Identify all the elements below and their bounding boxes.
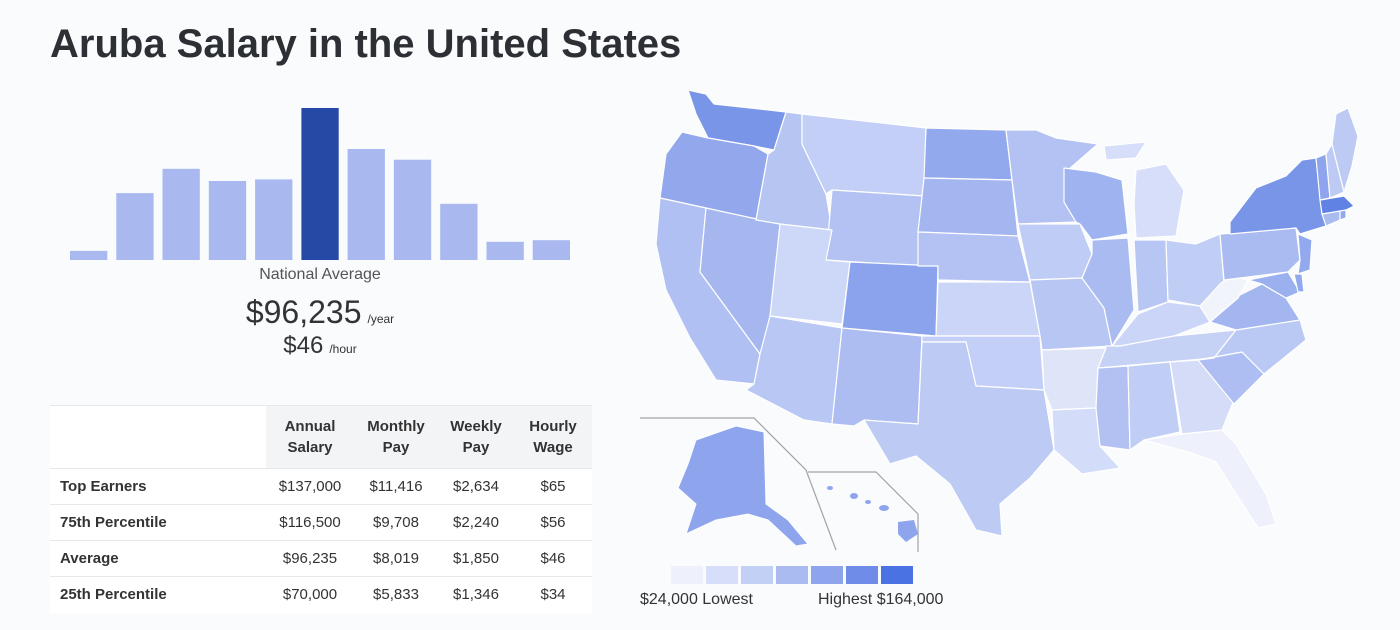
hourly-unit: /hour — [329, 342, 357, 356]
state-nebraska[interactable] — [917, 231, 1031, 283]
cell-annual-salary: $137,000 — [266, 468, 354, 505]
state-hawaii[interactable] — [827, 486, 918, 542]
legend-low-label: $24,000 Lowest — [640, 591, 753, 608]
column-header-line: Pay — [382, 439, 410, 456]
state-mississippi[interactable] — [1095, 365, 1131, 451]
cell-hourly-wage: $65 — [514, 468, 592, 505]
state-wyoming[interactable] — [825, 189, 925, 267]
legend-swatch — [811, 566, 843, 584]
legend-scale — [671, 566, 960, 584]
hourly-average-value: $46 — [283, 332, 324, 359]
legend-swatch — [846, 566, 878, 584]
column-header-line: Weekly — [450, 418, 502, 435]
histogram-bar-highlight[interactable] — [301, 108, 339, 260]
state-iowa[interactable] — [1017, 223, 1093, 281]
state-colorado[interactable] — [841, 261, 939, 337]
cell-weekly-pay: $1,850 — [438, 540, 514, 577]
histogram-bar[interactable] — [116, 193, 154, 260]
state-new-jersey[interactable] — [1297, 233, 1313, 275]
cell-monthly-pay: $5,833 — [354, 576, 438, 613]
state-montana[interactable] — [801, 113, 927, 197]
cell-annual-salary: $116,500 — [266, 504, 354, 541]
cell-hourly-wage: $46 — [514, 540, 592, 577]
column-header-annual-salary: Annual Salary — [266, 405, 354, 469]
us-salary-map — [640, 89, 1359, 552]
state-texas[interactable] — [863, 341, 1055, 537]
table-row: Top Earners $137,000 $11,416 $2,634 $65 — [50, 468, 592, 505]
alaska-inset-border — [640, 417, 837, 551]
column-header-weekly-pay: Weekly Pay — [438, 405, 514, 469]
table-row: Average $96,235 $8,019 $1,850 $46 — [50, 540, 592, 577]
row-label: Top Earners — [50, 468, 266, 505]
state-massachusetts[interactable] — [1319, 195, 1355, 215]
histogram-bar[interactable] — [532, 240, 570, 260]
state-indiana[interactable] — [1133, 239, 1169, 313]
row-label: 25th Percentile — [50, 576, 266, 613]
cell-monthly-pay: $9,708 — [354, 504, 438, 541]
cell-weekly-pay: $2,240 — [438, 504, 514, 541]
page-title: Aruba Salary in the United States — [50, 22, 682, 66]
state-georgia[interactable] — [1169, 359, 1235, 435]
state-michigan[interactable] — [1103, 141, 1185, 239]
histogram-bar[interactable] — [486, 241, 524, 260]
cell-hourly-wage: $56 — [514, 504, 592, 541]
histogram-bar[interactable] — [393, 159, 432, 260]
state-delaware[interactable] — [1293, 273, 1305, 293]
column-header-monthly-pay: Monthly Pay — [354, 405, 438, 469]
state-maryland[interactable] — [1247, 271, 1301, 299]
state-alaska[interactable] — [677, 425, 809, 547]
salary-table: Annual Salary Monthly Pay Weekly Pay Hou… — [50, 405, 592, 613]
legend-swatch — [671, 566, 703, 584]
cell-monthly-pay: $8,019 — [354, 540, 438, 577]
histogram-bar[interactable] — [255, 179, 293, 260]
cell-hourly-wage: $34 — [514, 576, 592, 613]
map-legend: $24,000 Lowest Highest $164,000 — [640, 566, 960, 611]
row-label: 75th Percentile — [50, 504, 266, 541]
column-header-line: Wage — [533, 439, 573, 456]
state-illinois[interactable] — [1081, 237, 1135, 347]
column-header-hourly-wage: Hourly Wage — [514, 405, 592, 469]
cell-monthly-pay: $11,416 — [354, 468, 438, 505]
legend-swatch — [881, 566, 913, 584]
column-header-line: Annual — [284, 418, 336, 435]
table-row: 25th Percentile $70,000 $5,833 $1,346 $3… — [50, 576, 592, 613]
state-new-mexico[interactable] — [831, 327, 923, 427]
histogram-bar[interactable] — [208, 181, 247, 260]
yearly-unit: /year — [367, 312, 395, 326]
cell-weekly-pay: $2,634 — [438, 468, 514, 505]
state-florida[interactable] — [1143, 429, 1277, 529]
histogram-bar[interactable] — [162, 168, 200, 260]
state-rhode-island[interactable] — [1339, 209, 1347, 221]
hawaii-inset-border — [808, 471, 919, 552]
table-corner-cell — [50, 405, 266, 469]
column-header-line: Hourly — [529, 418, 577, 435]
column-header-line: Pay — [462, 439, 490, 456]
legend-high-label: Highest $164,000 — [818, 591, 944, 608]
row-label: Average — [50, 540, 266, 577]
table-row: 75th Percentile $116,500 $9,708 $2,240 $… — [50, 504, 592, 541]
state-kansas[interactable] — [935, 281, 1041, 337]
legend-swatch — [706, 566, 738, 584]
yearly-average: $96,235/year — [70, 294, 570, 331]
column-header-line: Monthly — [367, 418, 425, 435]
state-north-dakota[interactable] — [923, 127, 1013, 181]
column-header-line: Salary — [287, 439, 333, 456]
legend-swatch — [776, 566, 808, 584]
state-maine[interactable] — [1331, 107, 1359, 193]
cell-annual-salary: $70,000 — [266, 576, 354, 613]
cell-annual-salary: $96,235 — [266, 540, 354, 577]
histogram-bar[interactable] — [347, 149, 385, 260]
hourly-average: $46/hour — [70, 332, 570, 360]
histogram-bar[interactable] — [440, 203, 478, 260]
state-alabama[interactable] — [1127, 361, 1181, 451]
national-average-label: National Average — [259, 266, 381, 283]
salary-histogram — [70, 108, 570, 260]
table-header-row: Annual Salary Monthly Pay Weekly Pay Hou… — [50, 405, 592, 469]
cell-weekly-pay: $1,346 — [438, 576, 514, 613]
legend-swatch — [741, 566, 773, 584]
histogram-bar[interactable] — [70, 250, 108, 260]
yearly-average-value: $96,235 — [245, 294, 362, 330]
state-south-dakota[interactable] — [917, 177, 1019, 237]
